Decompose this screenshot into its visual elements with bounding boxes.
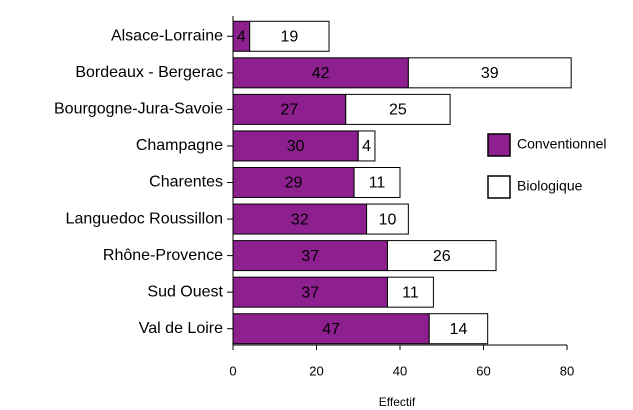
x-tick-label: 80: [560, 363, 574, 378]
data-label: 32: [291, 211, 309, 228]
bar-segment: [232, 130, 359, 162]
data-label: 4: [362, 138, 371, 155]
x-tick-label: 20: [309, 363, 323, 378]
y-tick-label: Alsace-Lorraine: [111, 27, 223, 44]
y-tick-label: Languedoc Roussillon: [66, 210, 223, 227]
data-label: 39: [481, 65, 499, 82]
y-tick-label: Val de Loire: [139, 320, 223, 337]
bar-segment: [428, 313, 489, 345]
legend-label: Biologique: [517, 178, 583, 194]
data-label: 47: [322, 321, 340, 338]
data-label: 42: [312, 65, 330, 82]
y-tick-label: Bourgogne-Jura-Savoie: [54, 101, 223, 118]
legend-label: Conventionnel: [517, 136, 607, 152]
data-label: 25: [389, 102, 407, 119]
x-tick-label: 60: [476, 363, 490, 378]
bar-segment: [407, 57, 572, 89]
bar-segment: [357, 130, 376, 162]
bar-segment: [366, 203, 409, 235]
legend-swatch: [487, 175, 511, 199]
x-axis-label: Effectif: [379, 395, 416, 409]
data-label: 19: [280, 28, 298, 45]
bar-segment: [232, 93, 347, 125]
y-tick-label: Sud Ouest: [147, 283, 223, 300]
data-label: 10: [379, 211, 397, 228]
bar-segment: [249, 20, 330, 52]
data-label: 26: [433, 248, 451, 265]
bar-segment: [232, 313, 430, 345]
data-label: 37: [301, 248, 319, 265]
data-label: 30: [287, 138, 305, 155]
x-tick-label: 40: [393, 363, 407, 378]
data-label: 29: [285, 175, 303, 192]
bar-segment: [353, 167, 401, 198]
data-label: 37: [301, 284, 319, 301]
y-tick-label: Rhône-Provence: [103, 247, 223, 264]
bar-segment: [345, 93, 451, 125]
y-tick-label: Bordeaux - Bergerac: [75, 64, 223, 81]
data-label: 11: [369, 175, 386, 192]
data-label: 27: [280, 102, 298, 119]
y-tick-label: Charentes: [149, 174, 223, 191]
data-label: 11: [402, 284, 419, 301]
data-label: 14: [450, 321, 468, 338]
legend-swatch: [487, 133, 511, 157]
x-tick-label: 0: [229, 363, 236, 378]
y-tick-label: Champagne: [136, 137, 223, 154]
bar-segment: [232, 203, 368, 235]
data-label: 4: [237, 28, 246, 45]
bar-segment: [386, 276, 434, 308]
bar-segment: [232, 57, 409, 89]
bar-segment: [386, 240, 497, 272]
bar-segment: [232, 276, 388, 308]
bar-segment: [232, 240, 388, 272]
